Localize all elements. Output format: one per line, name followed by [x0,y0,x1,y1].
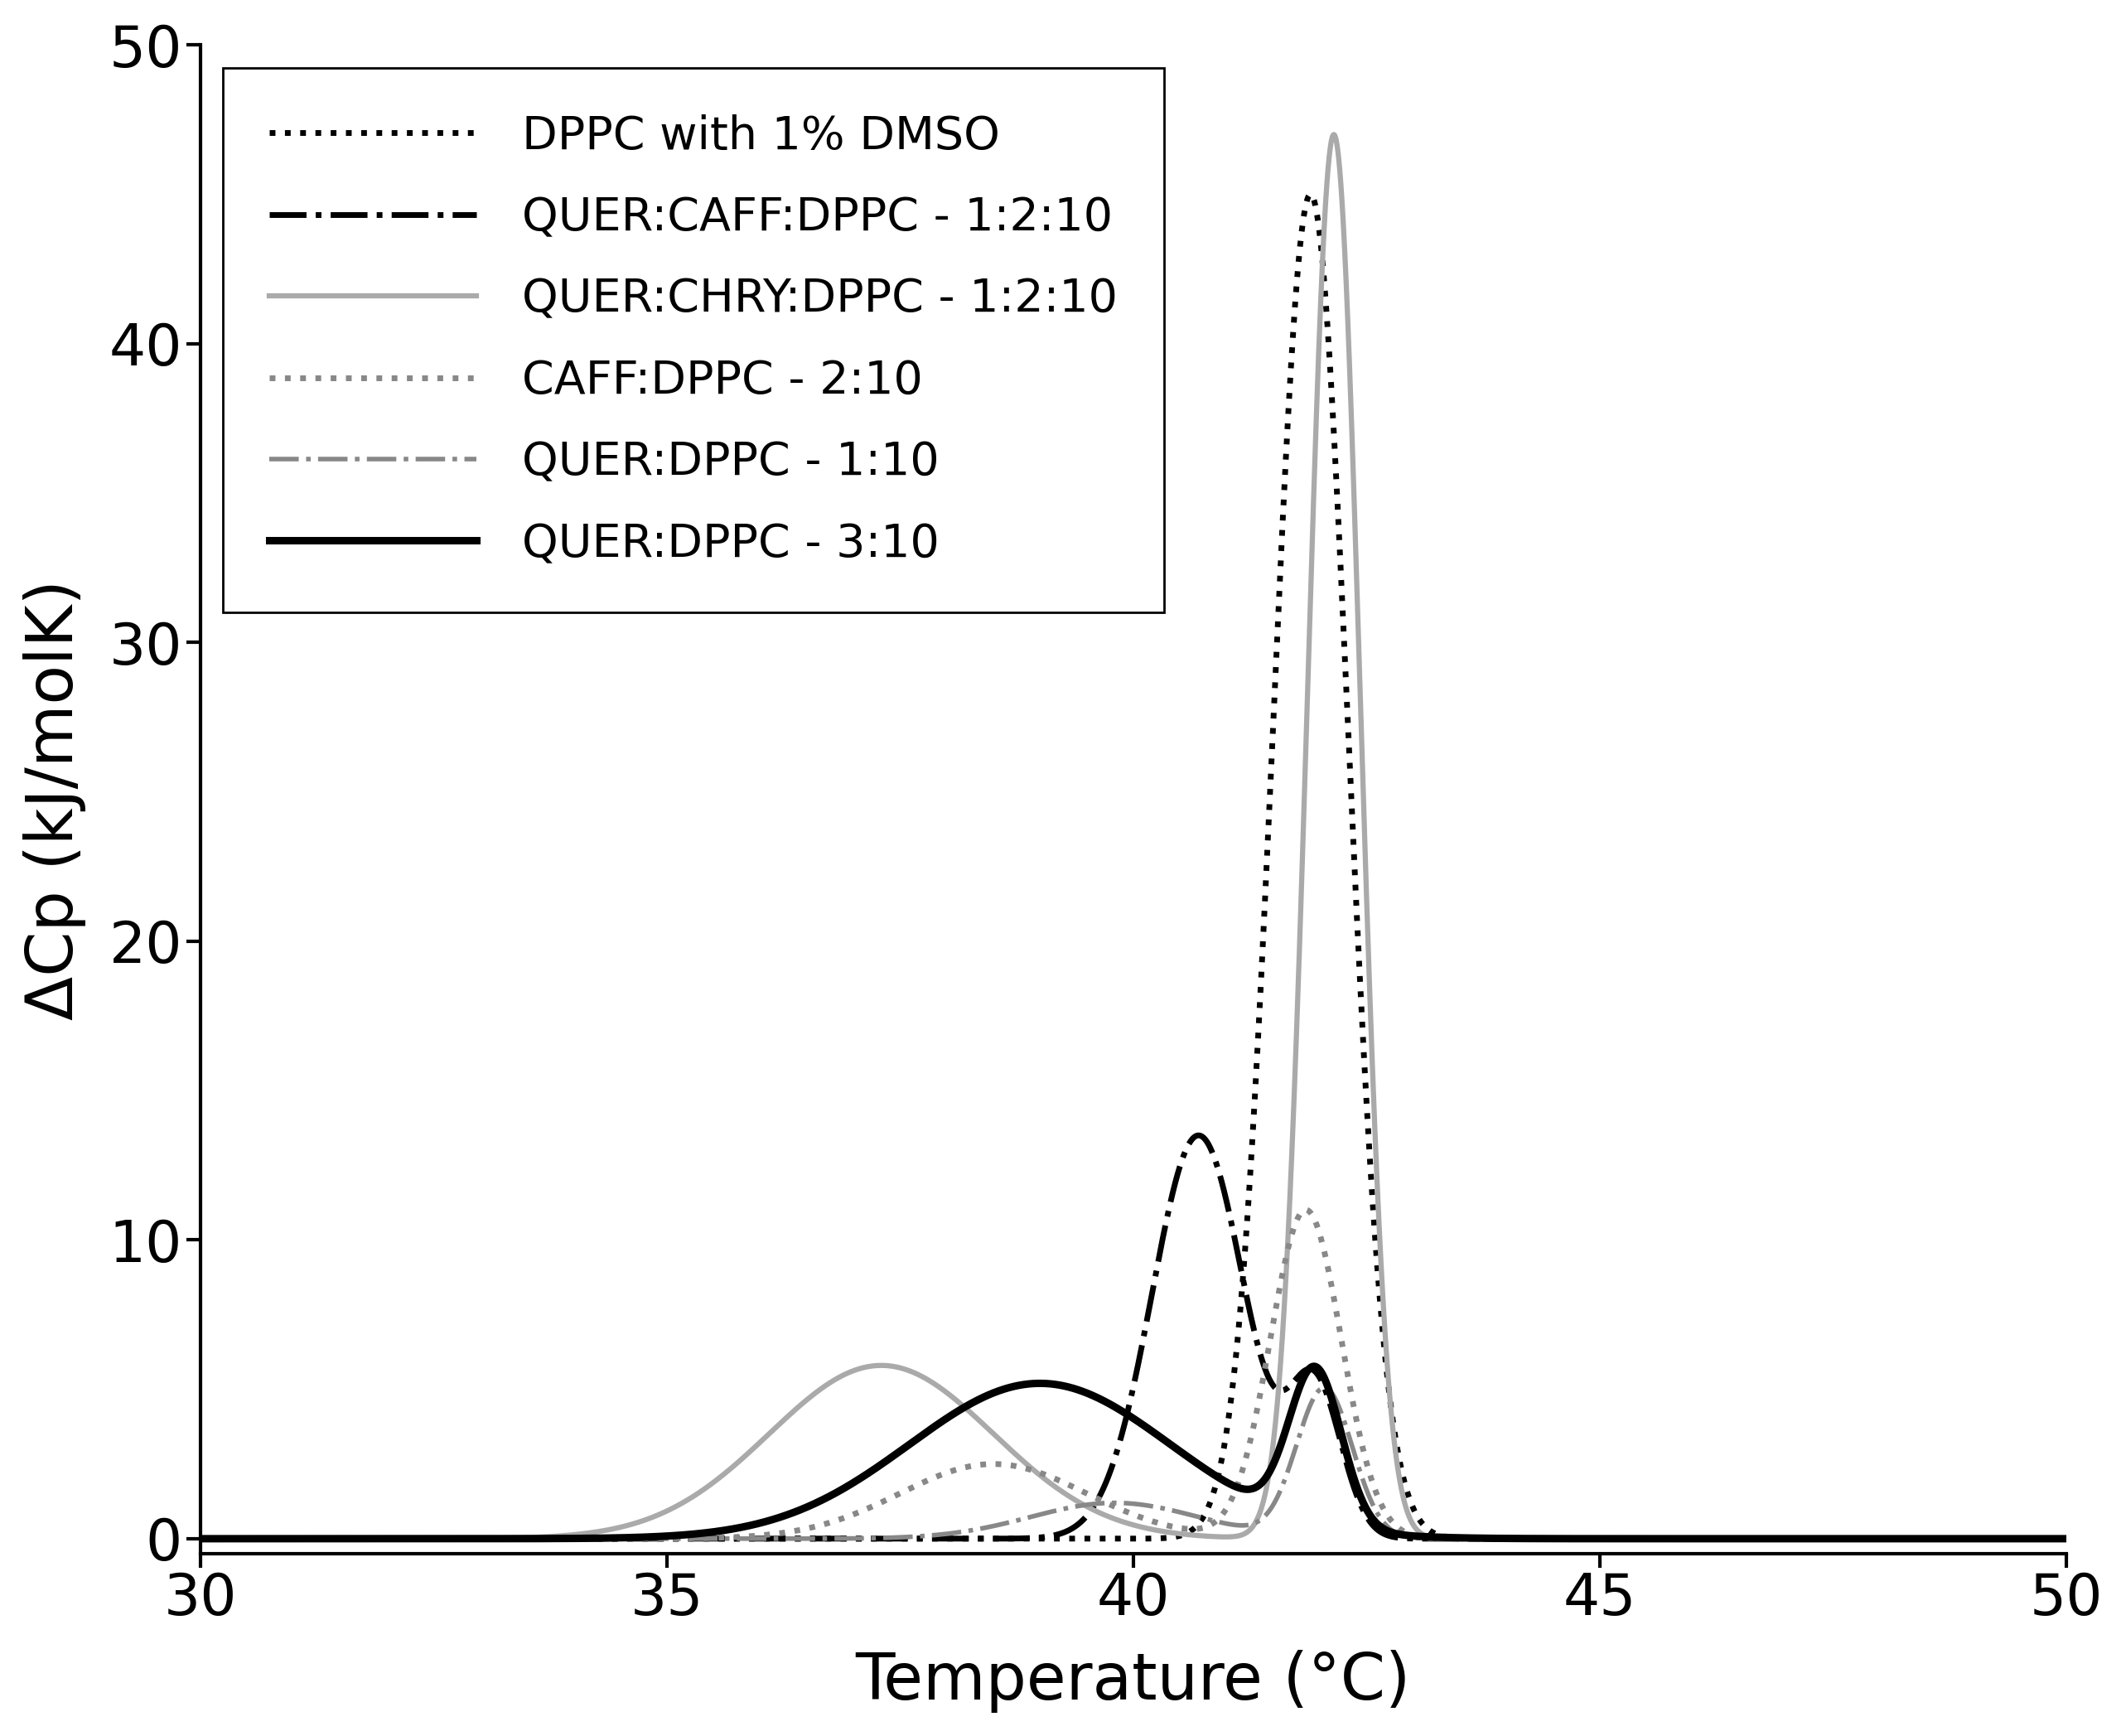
QUER:CAFF:DPPC - 1:2:10 [2054,1528,2079,1549]
QUER:CHRY:DPPC - 1:2:10 [300,1528,325,1549]
CAFF:DPPC - 2:10 [187,1528,213,1549]
QUER:CHRY:DPPC - 1:2:10 [1320,125,1346,146]
CAFF:DPPC - 2:10 [1293,1200,1318,1220]
QUER:DPPC - 1:10 [1954,1528,1979,1549]
QUER:DPPC - 3:10 [300,1528,325,1549]
QUER:DPPC - 1:10 [300,1528,325,1549]
Y-axis label: ΔCp (kJ/molK): ΔCp (kJ/molK) [23,578,85,1019]
QUER:DPPC - 1:10 [1099,1493,1125,1514]
QUER:CHRY:DPPC - 1:2:10 [553,1524,578,1545]
DPPC with 1% DMSO [553,1528,578,1549]
Line: QUER:CHRY:DPPC - 1:2:10: QUER:CHRY:DPPC - 1:2:10 [200,135,2066,1538]
CAFF:DPPC - 2:10 [264,1528,289,1549]
DPPC with 1% DMSO [300,1528,325,1549]
CAFF:DPPC - 2:10 [2054,1528,2079,1549]
DPPC with 1% DMSO [1954,1528,1979,1549]
DPPC with 1% DMSO [2054,1528,2079,1549]
DPPC with 1% DMSO [264,1528,289,1549]
QUER:DPPC - 1:10 [187,1528,213,1549]
DPPC with 1% DMSO [1099,1528,1125,1549]
Line: QUER:DPPC - 1:10: QUER:DPPC - 1:10 [200,1387,2066,1538]
QUER:CHRY:DPPC - 1:2:10 [1954,1528,1979,1549]
QUER:CHRY:DPPC - 1:2:10 [264,1528,289,1549]
Line: CAFF:DPPC - 2:10: CAFF:DPPC - 2:10 [200,1210,2066,1538]
QUER:CAFF:DPPC - 1:2:10 [1099,1455,1125,1476]
CAFF:DPPC - 2:10 [553,1528,578,1549]
Legend: DPPC with 1% DMSO, QUER:CAFF:DPPC - 1:2:10, QUER:CHRY:DPPC - 1:2:10, CAFF:DPPC -: DPPC with 1% DMSO, QUER:CAFF:DPPC - 1:2:… [223,68,1165,613]
CAFF:DPPC - 2:10 [196,1528,221,1549]
QUER:DPPC - 3:10 [1099,1396,1125,1417]
QUER:CHRY:DPPC - 1:2:10 [2054,1528,2079,1549]
QUER:DPPC - 1:10 [264,1528,289,1549]
Line: DPPC with 1% DMSO: DPPC with 1% DMSO [200,194,2066,1538]
QUER:DPPC - 3:10 [196,1528,221,1549]
QUER:CAFF:DPPC - 1:2:10 [300,1528,325,1549]
CAFF:DPPC - 2:10 [300,1528,325,1549]
CAFF:DPPC - 2:10 [1954,1528,1979,1549]
QUER:CAFF:DPPC - 1:2:10 [187,1528,213,1549]
QUER:DPPC - 1:10 [553,1528,578,1549]
QUER:DPPC - 3:10 [553,1528,578,1549]
QUER:DPPC - 1:10 [1312,1377,1337,1397]
DPPC with 1% DMSO [187,1528,213,1549]
QUER:DPPC - 3:10 [1954,1528,1979,1549]
QUER:DPPC - 3:10 [187,1528,213,1549]
QUER:DPPC - 3:10 [2054,1528,2079,1549]
CAFF:DPPC - 2:10 [1099,1495,1125,1516]
QUER:DPPC - 1:10 [2054,1528,2079,1549]
QUER:CHRY:DPPC - 1:2:10 [187,1528,213,1549]
QUER:CAFF:DPPC - 1:2:10 [1186,1125,1212,1146]
QUER:DPPC - 3:10 [264,1528,289,1549]
DPPC with 1% DMSO [1297,184,1322,205]
QUER:CAFF:DPPC - 1:2:10 [196,1528,221,1549]
DPPC with 1% DMSO [196,1528,221,1549]
QUER:CAFF:DPPC - 1:2:10 [1954,1528,1979,1549]
Line: QUER:DPPC - 3:10: QUER:DPPC - 3:10 [200,1366,2066,1538]
Line: QUER:CAFF:DPPC - 1:2:10: QUER:CAFF:DPPC - 1:2:10 [200,1135,2066,1538]
QUER:CHRY:DPPC - 1:2:10 [1099,1507,1125,1528]
QUER:DPPC - 1:10 [196,1528,221,1549]
QUER:DPPC - 3:10 [1301,1356,1327,1377]
QUER:CHRY:DPPC - 1:2:10 [196,1528,221,1549]
QUER:CAFF:DPPC - 1:2:10 [553,1528,578,1549]
QUER:CAFF:DPPC - 1:2:10 [264,1528,289,1549]
X-axis label: Temperature (°C): Temperature (°C) [855,1649,1412,1713]
